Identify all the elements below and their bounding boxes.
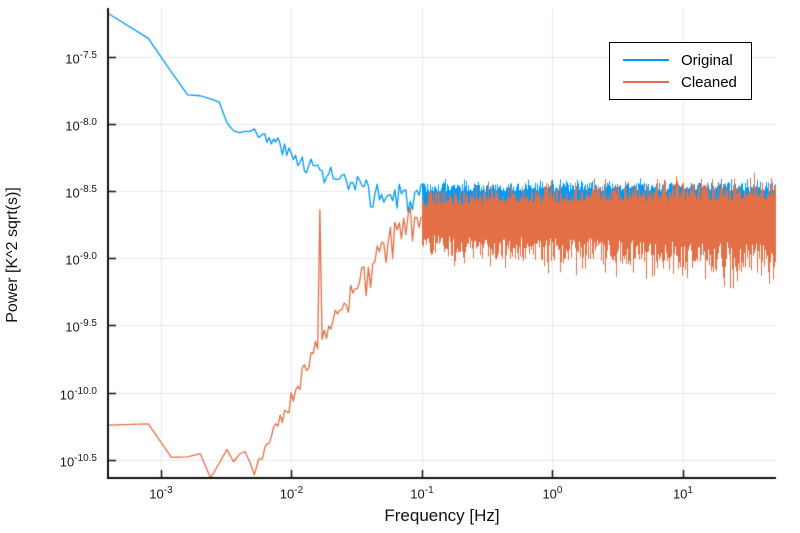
- y-tick-label: 10-8.5: [65, 184, 97, 201]
- legend-item-cleaned: Cleaned: [623, 74, 751, 91]
- x-tick-label: 10-1: [410, 485, 434, 502]
- x-tick-label: 10-2: [279, 485, 304, 502]
- x-tick-label: 100: [542, 485, 563, 502]
- y-tick-label: 10-8.0: [65, 117, 97, 134]
- y-tick-label: 10-10.5: [59, 452, 97, 469]
- y-tick-label: 10-7.5: [65, 49, 97, 67]
- x-tick-label: 101: [672, 485, 693, 502]
- legend: Original Cleaned: [609, 42, 752, 100]
- legend-item-original: Original: [623, 52, 751, 69]
- legend-line-original: [623, 59, 669, 61]
- x-tick-label: 10-3: [149, 485, 173, 502]
- y-tick-label: 10-10.0: [59, 385, 97, 402]
- y-tick-label: 10-9.0: [65, 251, 97, 268]
- legend-line-cleaned: [623, 81, 669, 83]
- y-tick-label: 10-9.5: [65, 318, 97, 335]
- legend-label-original: Original: [681, 51, 733, 69]
- legend-label-cleaned: Cleaned: [681, 73, 737, 91]
- x-axis-title: Frequency [Hz]: [384, 506, 500, 525]
